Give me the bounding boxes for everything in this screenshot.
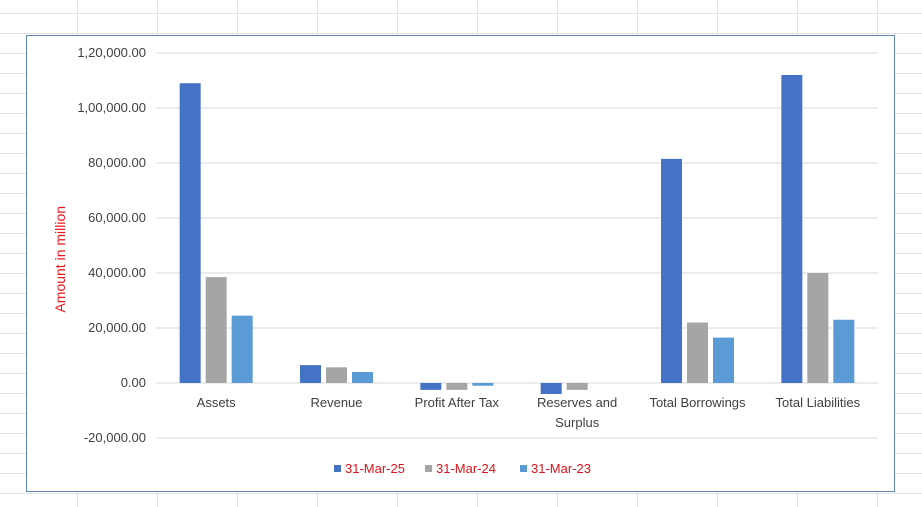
x-tick-label: Revenue xyxy=(310,395,362,410)
bar xyxy=(205,277,227,383)
y-tick-label: 1,20,000.00 xyxy=(77,45,146,60)
x-tick-label: Total Borrowings xyxy=(649,395,746,410)
legend-label: 31-Mar-25 xyxy=(345,461,405,476)
bar xyxy=(566,383,588,390)
bar xyxy=(540,383,562,394)
bar xyxy=(446,383,468,390)
x-tick-label: Assets xyxy=(197,395,237,410)
legend-swatch xyxy=(520,465,527,472)
bar xyxy=(472,383,494,386)
legend-label: 31-Mar-24 xyxy=(436,461,496,476)
bar xyxy=(661,158,682,383)
bar xyxy=(713,337,734,383)
bar xyxy=(687,322,708,383)
bar xyxy=(352,372,373,383)
y-tick-label: 40,000.00 xyxy=(88,265,146,280)
legend-swatch xyxy=(334,465,341,472)
x-tick-label: Total Liabilities xyxy=(776,395,861,410)
y-tick-label: 60,000.00 xyxy=(88,210,146,225)
x-tick-label: Reserves and xyxy=(537,395,617,410)
bar xyxy=(231,315,253,383)
bar xyxy=(326,367,347,383)
bar xyxy=(781,75,803,383)
chart-area[interactable]: -20,000.00 0.00 20,000.00 40,000.00 60,000.0… xyxy=(26,35,895,492)
bar xyxy=(179,83,201,383)
legend-swatch xyxy=(425,465,432,472)
x-tick-label: Surplus xyxy=(555,415,600,430)
y-tick-label: 20,000.00 xyxy=(88,320,146,335)
y-axis-title: Amount in million xyxy=(52,206,68,313)
bar xyxy=(300,365,321,383)
legend-label: 31-Mar-23 xyxy=(531,461,591,476)
y-tick-label: -20,000.00 xyxy=(84,430,146,445)
bar xyxy=(833,319,855,383)
y-tick-label: 80,000.00 xyxy=(88,155,146,170)
bar xyxy=(420,383,442,390)
bar xyxy=(807,273,829,383)
x-tick-label: Profit After Tax xyxy=(415,395,500,410)
bar-chart: -20,000.00 0.00 20,000.00 40,000.00 60,000.0… xyxy=(52,45,878,476)
y-tick-label: 1,00,000.00 xyxy=(77,100,146,115)
y-tick-label: 0.00 xyxy=(121,375,146,390)
